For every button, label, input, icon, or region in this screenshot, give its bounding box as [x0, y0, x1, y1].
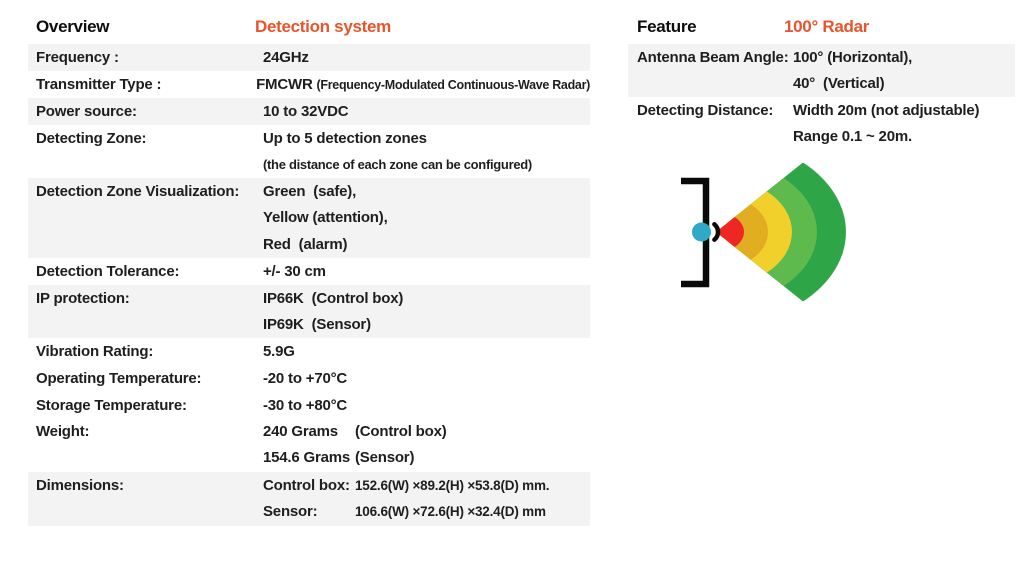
row-antenna-beam-angle: Antenna Beam Angle: 100° (Horizontal), 4… — [628, 44, 1015, 97]
ip-control-box: IP66K (Control box) — [263, 289, 404, 307]
row-label: Detection Zone Visualization: — [36, 182, 240, 200]
radar-beam-fan — [716, 162, 846, 302]
row-detection-zone-visualization: Detection Zone Visualization: Green (saf… — [28, 178, 590, 258]
beam-angle-vertical: 40° (Vertical) — [793, 75, 885, 93]
row-value-note: (the distance of each zone can be config… — [263, 157, 532, 173]
row-vibration-rating: Vibration Rating: 5.9G — [28, 338, 590, 365]
detecting-distance-width: Width 20m (not adjustable) — [793, 101, 980, 119]
zone-color-green: Green (safe), — [263, 182, 357, 200]
radar-band-red — [716, 217, 744, 247]
row-label: Detecting Zone: — [36, 129, 147, 147]
row-storage-temperature: Storage Temperature: -30 to +80°C — [28, 392, 590, 419]
dimensions-control-box-label: Control box: — [263, 476, 350, 494]
row-label: Dimensions: — [36, 476, 124, 494]
row-detecting-distance: Detecting Distance: Width 20m (not adjus… — [628, 97, 1015, 150]
row-label: IP protection: — [36, 289, 130, 307]
row-label: Antenna Beam Angle: — [637, 48, 789, 66]
dimensions-sensor-label: Sensor: — [263, 503, 318, 521]
feature-table-header: Feature 100° Radar — [628, 10, 1015, 44]
detection-system-title: Detection system — [255, 17, 391, 36]
overview-title: Overview — [36, 17, 110, 36]
row-ip-protection: IP protection: IP66K (Control box) IP69K… — [28, 285, 590, 338]
radar-beam-illustration — [681, 162, 846, 302]
row-label: Storage Temperature: — [36, 397, 187, 414]
row-detecting-zone: Detecting Zone: Up to 5 detection zones … — [28, 125, 590, 178]
row-label: Power source: — [36, 103, 137, 120]
row-frequency: Frequency : 24GHz — [28, 44, 590, 71]
row-temperatures: Operating Temperature: -20 to +70°C Stor… — [28, 365, 590, 418]
radar-sensor-dot-icon — [692, 222, 711, 242]
row-power-source: Power source: 10 to 32VDC — [28, 98, 590, 125]
row-value: +/- 30 cm — [263, 263, 326, 280]
row-value: Up to 5 detection zones — [263, 129, 427, 147]
row-value: -20 to +70°C — [263, 370, 348, 387]
zone-color-yellow: Yellow (attention), — [263, 209, 388, 227]
dimensions-control-box-value: 152.6(W) ×89.2(H) ×53.8(D) mm. — [355, 477, 550, 493]
row-value: 10 to 32VDC — [263, 103, 349, 120]
feature-spec-table: Feature 100° Radar Antenna Beam Angle: 1… — [628, 10, 1015, 150]
overview-spec-table: Overview Detection system Frequency : 24… — [28, 10, 590, 526]
row-label: Frequency : — [36, 49, 119, 66]
row-label: Transmitter Type : — [36, 76, 162, 93]
radar-100-title: 100° Radar — [784, 17, 870, 36]
row-label: Detecting Distance: — [637, 101, 774, 119]
row-label: Vibration Rating: — [36, 343, 154, 360]
row-value: FMCWR — [256, 76, 317, 93]
row-weight: Weight: 240 Grams (Control box) 154.6 Gr… — [28, 418, 590, 472]
feature-title: Feature — [637, 17, 697, 36]
weight-sensor-note: (Sensor) — [355, 449, 415, 467]
row-transmitter-type: Transmitter Type : FMCWR (Frequency-Modu… — [28, 71, 590, 98]
ip-sensor: IP69K (Sensor) — [263, 316, 371, 334]
row-dimensions: Dimensions: Control box: 152.6(W) ×89.2(… — [28, 472, 590, 526]
row-detection-tolerance: Detection Tolerance: +/- 30 cm — [28, 258, 590, 285]
weight-control-box-note: (Control box) — [355, 422, 447, 440]
detecting-distance-range: Range 0.1 ~ 20m. — [793, 128, 912, 146]
row-value: 5.9G — [263, 343, 295, 360]
row-operating-temperature: Operating Temperature: -20 to +70°C — [28, 365, 590, 392]
row-label: Weight: — [36, 422, 90, 440]
zone-color-red: Red (alarm) — [263, 235, 348, 253]
row-value: -30 to +80°C — [263, 397, 348, 414]
weight-control-box-value: 240 Grams — [263, 422, 338, 440]
row-label: Detection Tolerance: — [36, 263, 180, 280]
radar-origin-arc — [712, 222, 721, 242]
weight-sensor-value: 154.6 Grams — [263, 449, 351, 467]
row-value-note: (Frequency-Modulated Continuous-Wave Rad… — [316, 77, 591, 92]
dimensions-sensor-value: 106.6(W) ×72.6(H) ×32.4(D) mm — [355, 504, 546, 520]
row-value: 24GHz — [263, 49, 309, 66]
overview-table-header: Overview Detection system — [28, 10, 590, 44]
row-label: Operating Temperature: — [36, 370, 202, 387]
beam-angle-horizontal: 100° (Horizontal), — [793, 48, 913, 66]
